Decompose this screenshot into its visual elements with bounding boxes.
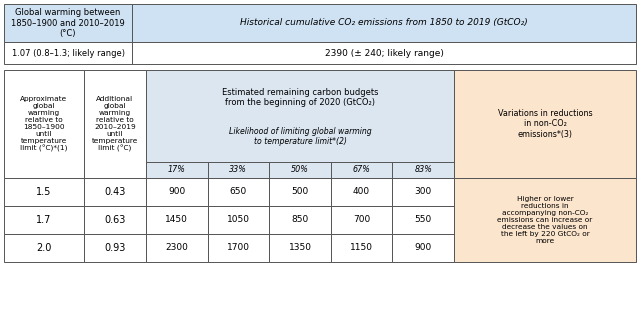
Bar bbox=[331, 206, 392, 234]
Text: 1.07 (0.8–1.3; likely range): 1.07 (0.8–1.3; likely range) bbox=[12, 49, 125, 58]
Bar bbox=[331, 178, 392, 206]
Text: 1350: 1350 bbox=[289, 244, 312, 252]
Text: 0.93: 0.93 bbox=[104, 243, 125, 253]
Text: Global warming between
1850–1900 and 2010–2019
(°C): Global warming between 1850–1900 and 201… bbox=[11, 8, 125, 38]
Text: 17%: 17% bbox=[168, 165, 186, 174]
Text: Higher or lower
reductions in
accompanying non-CO₂
emissions can increase or
dec: Higher or lower reductions in accompanyi… bbox=[497, 196, 593, 244]
Text: Variations in reductions
in non-CO₂
emissions*(3): Variations in reductions in non-CO₂ emis… bbox=[498, 109, 592, 139]
Bar bbox=[269, 178, 331, 206]
Text: 900: 900 bbox=[415, 244, 432, 252]
Text: 1.7: 1.7 bbox=[36, 215, 52, 225]
Text: 500: 500 bbox=[291, 188, 308, 196]
Text: 2.0: 2.0 bbox=[36, 243, 52, 253]
Bar bbox=[146, 206, 207, 234]
Text: 1700: 1700 bbox=[227, 244, 250, 252]
Bar bbox=[454, 178, 636, 262]
Bar bbox=[269, 206, 331, 234]
Bar bbox=[4, 70, 84, 178]
Bar bbox=[4, 178, 84, 206]
Bar bbox=[331, 234, 392, 262]
Text: 850: 850 bbox=[291, 215, 308, 225]
Bar bbox=[392, 206, 454, 234]
Bar bbox=[392, 178, 454, 206]
Text: 550: 550 bbox=[415, 215, 432, 225]
Bar bbox=[4, 234, 84, 262]
Bar bbox=[207, 234, 269, 262]
Bar bbox=[84, 70, 146, 178]
Bar bbox=[146, 234, 207, 262]
Text: Estimated remaining carbon budgets
from the beginning of 2020 (GtCO₂): Estimated remaining carbon budgets from … bbox=[221, 88, 378, 107]
Text: 83%: 83% bbox=[414, 165, 432, 174]
Text: Approximate
global
warming
relative to
1850–1900
until
temperature
limit (°C)*(1: Approximate global warming relative to 1… bbox=[20, 96, 68, 152]
Text: 400: 400 bbox=[353, 188, 370, 196]
Bar bbox=[4, 206, 84, 234]
Text: 1.5: 1.5 bbox=[36, 187, 52, 197]
Bar bbox=[4, 4, 132, 42]
Text: 2390 (± 240; likely range): 2390 (± 240; likely range) bbox=[324, 49, 444, 58]
Text: 1450: 1450 bbox=[165, 215, 188, 225]
Bar bbox=[146, 178, 207, 206]
Text: 50%: 50% bbox=[291, 165, 309, 174]
Bar bbox=[132, 42, 636, 64]
Text: 0.43: 0.43 bbox=[104, 187, 125, 197]
Bar bbox=[207, 178, 269, 206]
Bar bbox=[454, 70, 636, 178]
Text: Additional
global
warming
relative to
2010–2019
until
temperature
limit (°C): Additional global warming relative to 20… bbox=[92, 96, 138, 152]
Bar bbox=[269, 234, 331, 262]
Bar bbox=[84, 178, 146, 206]
Text: 67%: 67% bbox=[353, 165, 371, 174]
Text: 1150: 1150 bbox=[350, 244, 373, 252]
Text: 900: 900 bbox=[168, 188, 186, 196]
Bar bbox=[84, 206, 146, 234]
Text: 0.63: 0.63 bbox=[104, 215, 125, 225]
Text: 1050: 1050 bbox=[227, 215, 250, 225]
Text: Likelihood of limiting global warming
to temperature limit*(2): Likelihood of limiting global warming to… bbox=[228, 126, 371, 146]
Bar bbox=[392, 234, 454, 262]
Text: 700: 700 bbox=[353, 215, 370, 225]
Text: 2300: 2300 bbox=[165, 244, 188, 252]
Text: 33%: 33% bbox=[230, 165, 247, 174]
Bar bbox=[132, 4, 636, 42]
Text: Historical cumulative CO₂ emissions from 1850 to 2019 (GtCO₂): Historical cumulative CO₂ emissions from… bbox=[240, 19, 528, 28]
Bar bbox=[207, 206, 269, 234]
Bar bbox=[146, 70, 454, 178]
Bar bbox=[4, 42, 132, 64]
Text: 300: 300 bbox=[415, 188, 432, 196]
Bar bbox=[84, 234, 146, 262]
Text: 650: 650 bbox=[230, 188, 247, 196]
